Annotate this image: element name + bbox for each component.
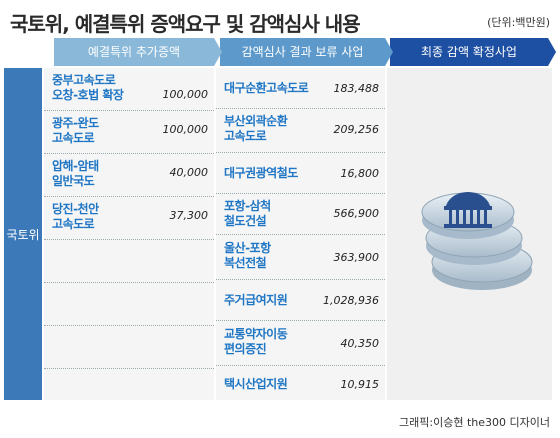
item-value: 40,000 — [169, 166, 209, 179]
list-item: 포항-삼척 철도건설 566,900 — [216, 194, 385, 235]
empty-row — [44, 283, 214, 326]
unit-label: (단위:백만원) — [487, 16, 550, 29]
item-value: 209,256 — [333, 123, 380, 136]
item-name: 당진-천안 고속도로 — [52, 202, 99, 231]
item-name: 교통약자이동 편의증진 — [224, 327, 288, 356]
side-label-committee: 국토위 — [4, 68, 42, 400]
item-value: 100,000 — [162, 88, 209, 101]
item-value: 566,900 — [333, 207, 380, 220]
item-value: 183,488 — [333, 82, 380, 95]
item-value: 37,300 — [169, 209, 209, 222]
header-final-cut: 최종 감액 확정사업 — [390, 38, 548, 66]
item-name: 광주-완도 고속도로 — [52, 116, 99, 145]
list-item: 압해-암태 일반국도 40,000 — [44, 154, 214, 197]
item-value: 16,800 — [340, 167, 380, 180]
item-name: 대구순환고속도로 — [224, 81, 309, 95]
list-item: 당진-천안 고속도로 37,300 — [44, 197, 214, 240]
list-item: 광주-완도 고속도로 100,000 — [44, 111, 214, 154]
item-name: 주거급여지원 — [224, 293, 288, 307]
page-title: 국토위, 예결특위 증액요구 및 감액심사 내용 — [10, 12, 361, 36]
item-name: 대구권광역철도 — [224, 166, 298, 180]
list-item: 울산-포항 복선전철 363,900 — [216, 235, 385, 280]
list-item: 주거급여지원 1,028,936 — [216, 280, 385, 321]
item-name: 울산-포항 복선전철 — [224, 241, 271, 270]
header-budget-increase: 예결특위 추가증액 — [54, 38, 214, 66]
arrow-icon — [214, 38, 222, 66]
item-name: 택시산업지원 — [224, 377, 288, 391]
item-value: 40,350 — [340, 337, 380, 350]
item-value: 100,000 — [162, 123, 209, 136]
item-name: 중부고속도로 오창-호법 확장 — [52, 73, 124, 102]
item-value: 10,915 — [340, 378, 380, 391]
list-item: 대구순환고속도로 183,488 — [216, 68, 385, 109]
item-value: 363,900 — [333, 251, 380, 264]
list-item: 택시산업지원 10,915 — [216, 366, 385, 400]
header-pending-review: 감액심사 결과 보류 사업 — [220, 38, 385, 66]
arrow-icon — [548, 38, 556, 66]
column-pending-review: 대구순환고속도로 183,488 부산외곽순환 고속도로 209,256 대구권… — [216, 68, 385, 400]
graphic-credit: 그래픽:이승현 the300 디자이너 — [399, 416, 550, 429]
list-item: 대구권광역철도 16,800 — [216, 153, 385, 194]
item-value: 1,028,936 — [323, 294, 379, 307]
coin-stack-icon — [421, 192, 533, 290]
arrow-icon — [385, 38, 393, 66]
empty-row — [44, 326, 214, 369]
item-name: 포항-삼척 철도건설 — [224, 199, 271, 228]
item-name: 부산외곽순환 고속도로 — [224, 114, 288, 143]
empty-row — [44, 240, 214, 283]
column-budget-increase: 중부고속도로 오창-호법 확장 100,000 광주-완도 고속도로 100,0… — [44, 68, 214, 400]
list-item: 중부고속도로 오창-호법 확장 100,000 — [44, 68, 214, 111]
list-item: 부산외곽순환 고속도로 209,256 — [216, 109, 385, 153]
item-name: 압해-암태 일반국도 — [52, 159, 99, 188]
list-item: 교통약자이동 편의증진 40,350 — [216, 321, 385, 366]
